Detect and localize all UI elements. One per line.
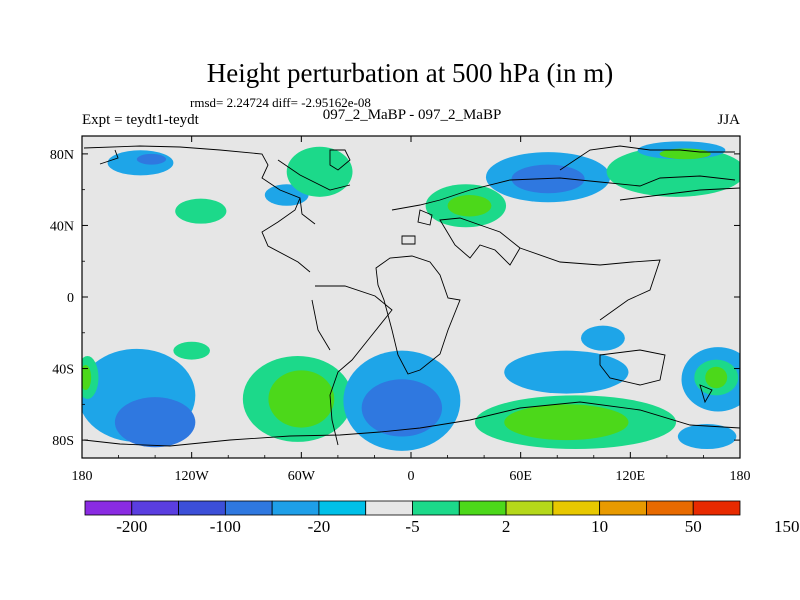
- colorbar-label-4: 2: [502, 517, 511, 536]
- y-axis: 80N 40N 0 40S 80S: [50, 148, 740, 449]
- y-tick-label-4: 80S: [52, 434, 74, 449]
- anomaly-region-28: [677, 424, 737, 450]
- anomaly-region-16: [173, 341, 210, 360]
- anomaly-region-11: [659, 148, 711, 160]
- colorbar-swatch-1: [131, 500, 179, 516]
- anomaly-region-24: [504, 404, 629, 441]
- colorbar: -200 -100 -20 -5 2 10 50 150: [84, 500, 800, 536]
- experiment-label: Expt = teydt1-teydt: [82, 112, 200, 128]
- colorbar-swatch-2: [178, 500, 226, 516]
- colorbar-label-1: -100: [210, 517, 241, 536]
- anomaly-region-0: [107, 150, 174, 176]
- y-tick-label-2: 0: [67, 291, 74, 306]
- anomaly-region-9: [606, 146, 740, 197]
- colorbar-swatch-4: [271, 500, 320, 516]
- colorbar-label-7: 150: [774, 517, 800, 536]
- x-tick-label-5: 120E: [616, 469, 646, 484]
- colorbar-label-3: -5: [405, 517, 419, 536]
- anomaly-region-6: [447, 195, 492, 217]
- colorbar-label-5: 10: [591, 517, 608, 536]
- anomaly-region-22: [580, 325, 625, 351]
- x-tick-label-6: 180: [730, 469, 751, 484]
- colorbar-swatch-9: [505, 500, 554, 516]
- y-tick-label-1: 40N: [50, 219, 74, 234]
- colorbar-swatch-3: [224, 500, 273, 516]
- stats-label: rmsd= 2.24724 diff= -2.95162e-08: [190, 95, 371, 110]
- case-label: 097_2_MaBP - 097_2_MaBP: [323, 107, 502, 123]
- anomaly-region-15: [82, 364, 92, 391]
- anomaly-region-27: [705, 366, 728, 389]
- colorbar-swatch-6: [365, 500, 413, 516]
- colorbar-swatch-10: [552, 500, 601, 516]
- y-tick-label-3: 40S: [52, 363, 74, 378]
- anomaly-region-18: [268, 370, 335, 428]
- anomaly-region-13: [114, 397, 196, 448]
- colorbar-label-2: -20: [308, 517, 331, 536]
- x-axis: 180 120W 60W 0 60E 120E 180: [72, 136, 751, 484]
- anomaly-region-21: [504, 350, 629, 394]
- colorbar-swatch-12: [646, 500, 694, 516]
- y-tick-label-0: 80N: [50, 148, 74, 163]
- colorbar-swatch-5: [318, 500, 367, 516]
- coastlines: [83, 145, 740, 447]
- x-tick-label-1: 120W: [175, 469, 210, 484]
- x-tick-label-0: 180: [72, 469, 93, 484]
- anomaly-region-1: [136, 153, 167, 165]
- x-tick-label-4: 60E: [509, 469, 532, 484]
- chart-title: Height perturbation at 500 hPa (in m): [207, 58, 613, 88]
- colorbar-swatch-8: [458, 500, 507, 516]
- colorbar-label-6: 50: [685, 517, 702, 536]
- colorbar-swatch-11: [599, 500, 647, 516]
- anomaly-region-4: [286, 146, 353, 197]
- anomaly-region-8: [511, 164, 585, 194]
- colorbar-label-0: -200: [116, 517, 147, 536]
- colorbar-swatch-7: [412, 500, 460, 516]
- x-tick-label-3: 0: [408, 469, 415, 484]
- colorbar-swatch-13: [692, 500, 741, 516]
- x-tick-label-2: 60W: [288, 469, 316, 484]
- season-label: JJA: [717, 112, 740, 128]
- colorbar-swatch-0: [84, 500, 133, 516]
- anomaly-region-2: [175, 198, 227, 224]
- anomaly-region-20: [361, 379, 443, 437]
